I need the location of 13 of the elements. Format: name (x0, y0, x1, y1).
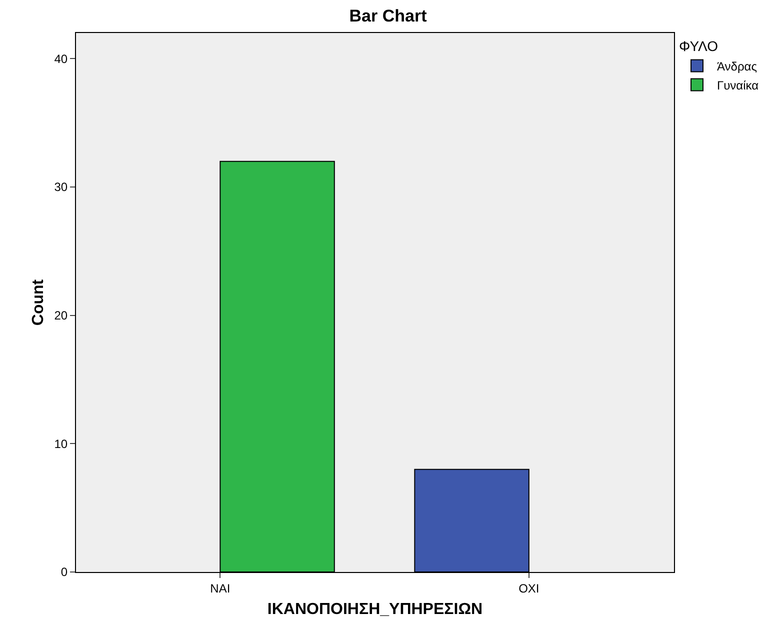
legend-title: ΦΥΛΟ (678, 38, 718, 54)
x-axis-title: ΙΚΑΝΟΠΟΙΗΣΗ_ΥΠΗΡΕΣΙΩΝ (267, 601, 483, 618)
y-tick-label: 0 (60, 565, 68, 580)
y-tick-label: 10 (54, 436, 68, 451)
legend-label: Άνδρας (716, 59, 758, 74)
y-tick-label: 40 (54, 52, 68, 66)
x-tick-label: ΝΑΙ (210, 581, 230, 596)
y-tick-label: 20 (54, 308, 68, 323)
x-tick-label: ΟΧΙ (518, 581, 540, 596)
chart-title: Bar Chart (349, 6, 428, 26)
y-tick-label: 30 (54, 180, 68, 194)
y-axis-title: Count (30, 278, 48, 326)
legend-label: Γυναίκα (716, 78, 759, 92)
